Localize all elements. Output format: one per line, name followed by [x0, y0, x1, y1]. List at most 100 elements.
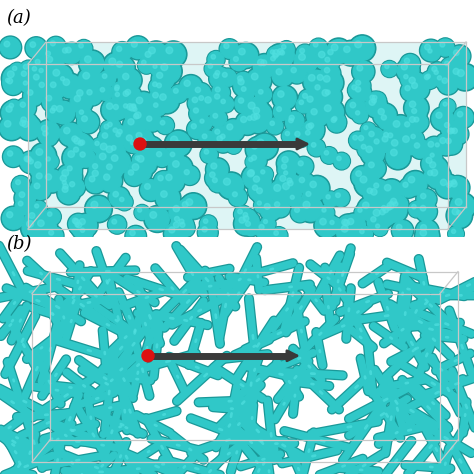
Circle shape — [279, 42, 294, 57]
Circle shape — [380, 209, 385, 215]
Circle shape — [70, 182, 75, 187]
Circle shape — [410, 117, 415, 122]
Circle shape — [128, 119, 134, 125]
Circle shape — [139, 178, 163, 201]
Circle shape — [244, 98, 268, 122]
Circle shape — [301, 118, 325, 143]
Circle shape — [284, 177, 303, 196]
Circle shape — [297, 195, 325, 223]
Circle shape — [119, 197, 124, 201]
Circle shape — [50, 41, 55, 46]
Circle shape — [283, 173, 302, 194]
Circle shape — [377, 131, 401, 155]
Circle shape — [390, 198, 407, 215]
Circle shape — [2, 74, 18, 91]
Circle shape — [441, 119, 459, 137]
Circle shape — [307, 96, 313, 102]
Circle shape — [358, 141, 374, 158]
Circle shape — [136, 133, 158, 155]
Circle shape — [377, 110, 397, 131]
Circle shape — [422, 70, 439, 88]
Circle shape — [170, 152, 175, 157]
Circle shape — [87, 164, 111, 190]
Circle shape — [440, 57, 459, 75]
Circle shape — [435, 143, 439, 147]
Circle shape — [374, 139, 379, 144]
Circle shape — [52, 101, 75, 124]
Circle shape — [16, 115, 42, 141]
Circle shape — [350, 102, 356, 108]
Circle shape — [283, 182, 290, 190]
Circle shape — [89, 176, 95, 182]
Circle shape — [41, 47, 61, 66]
Circle shape — [145, 142, 151, 148]
Circle shape — [365, 95, 387, 117]
Circle shape — [69, 215, 88, 233]
Circle shape — [105, 119, 120, 135]
Circle shape — [454, 108, 473, 127]
Circle shape — [24, 156, 30, 162]
Circle shape — [169, 201, 191, 224]
Circle shape — [405, 122, 410, 127]
Circle shape — [174, 217, 179, 221]
Circle shape — [315, 214, 338, 237]
Circle shape — [407, 104, 427, 124]
Circle shape — [126, 36, 150, 60]
Circle shape — [367, 213, 386, 232]
Circle shape — [383, 198, 407, 222]
Circle shape — [284, 110, 305, 131]
Circle shape — [416, 225, 438, 248]
Circle shape — [385, 193, 409, 217]
Circle shape — [276, 151, 301, 176]
Circle shape — [362, 183, 384, 205]
Circle shape — [58, 182, 79, 203]
Circle shape — [7, 212, 13, 218]
Circle shape — [48, 102, 66, 120]
Circle shape — [251, 182, 275, 206]
Circle shape — [356, 111, 360, 115]
Circle shape — [274, 184, 281, 191]
Circle shape — [259, 198, 283, 221]
Circle shape — [88, 166, 110, 188]
Circle shape — [197, 222, 219, 243]
Circle shape — [445, 61, 449, 66]
Circle shape — [423, 166, 443, 186]
Circle shape — [72, 220, 87, 235]
Circle shape — [48, 65, 72, 89]
Circle shape — [249, 109, 272, 131]
Circle shape — [57, 73, 83, 99]
Circle shape — [249, 182, 267, 200]
Circle shape — [412, 204, 416, 209]
Circle shape — [80, 140, 85, 145]
Circle shape — [14, 187, 37, 210]
Circle shape — [47, 105, 64, 122]
Circle shape — [247, 180, 269, 201]
Circle shape — [313, 46, 338, 71]
Circle shape — [364, 157, 386, 180]
Circle shape — [427, 62, 448, 82]
Circle shape — [274, 170, 299, 194]
Circle shape — [39, 82, 45, 88]
Circle shape — [352, 85, 357, 90]
Circle shape — [289, 115, 294, 120]
Circle shape — [270, 50, 274, 54]
Circle shape — [243, 216, 249, 221]
Circle shape — [220, 134, 225, 139]
Circle shape — [333, 190, 349, 206]
Circle shape — [223, 178, 230, 185]
Circle shape — [321, 148, 337, 163]
Circle shape — [243, 164, 267, 189]
Circle shape — [150, 62, 164, 76]
Circle shape — [200, 146, 219, 164]
Circle shape — [422, 154, 443, 174]
Circle shape — [420, 205, 426, 211]
Circle shape — [354, 170, 381, 197]
Circle shape — [199, 131, 216, 147]
Circle shape — [375, 205, 396, 226]
Circle shape — [195, 87, 201, 92]
Circle shape — [12, 66, 17, 71]
Circle shape — [420, 152, 445, 176]
Circle shape — [9, 103, 14, 108]
Circle shape — [111, 56, 136, 80]
Circle shape — [230, 54, 247, 71]
